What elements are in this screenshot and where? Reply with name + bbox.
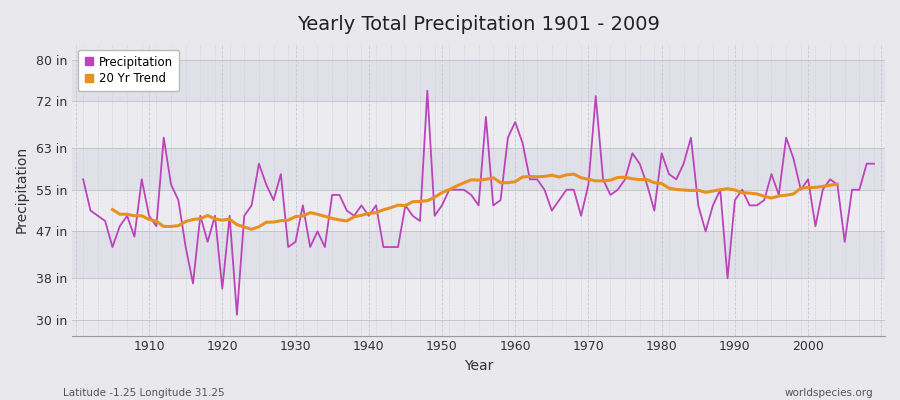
Text: worldspecies.org: worldspecies.org [785, 388, 873, 398]
Y-axis label: Precipitation: Precipitation [15, 146, 29, 233]
Bar [72, 190, 885, 232]
Bar [72, 60, 885, 101]
X-axis label: Year: Year [464, 359, 493, 373]
Bar [72, 278, 885, 320]
Bar [72, 232, 885, 278]
Text: Latitude -1.25 Longitude 31.25: Latitude -1.25 Longitude 31.25 [63, 388, 225, 398]
Bar [72, 101, 885, 148]
Bar [72, 148, 885, 190]
Legend: Precipitation, 20 Yr Trend: Precipitation, 20 Yr Trend [78, 50, 179, 91]
Title: Yearly Total Precipitation 1901 - 2009: Yearly Total Precipitation 1901 - 2009 [297, 15, 660, 34]
